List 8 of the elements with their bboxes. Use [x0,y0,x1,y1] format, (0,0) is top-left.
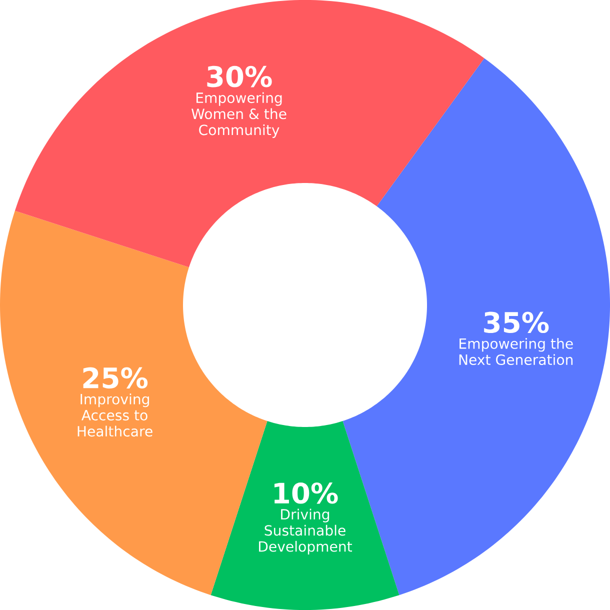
data-label: 10% [274,482,338,504]
data-label: 35% [484,312,549,334]
slice-label: Improving Access to Healthcare [78,394,152,437]
slice-label: Driving Sustainable Development [259,508,352,555]
data-label: 25% [83,367,148,389]
slice-label: Empowering the Next Generation [459,338,573,366]
data-label: 30% [207,66,272,88]
slice-label: Empowering Women & the Community [192,92,286,138]
